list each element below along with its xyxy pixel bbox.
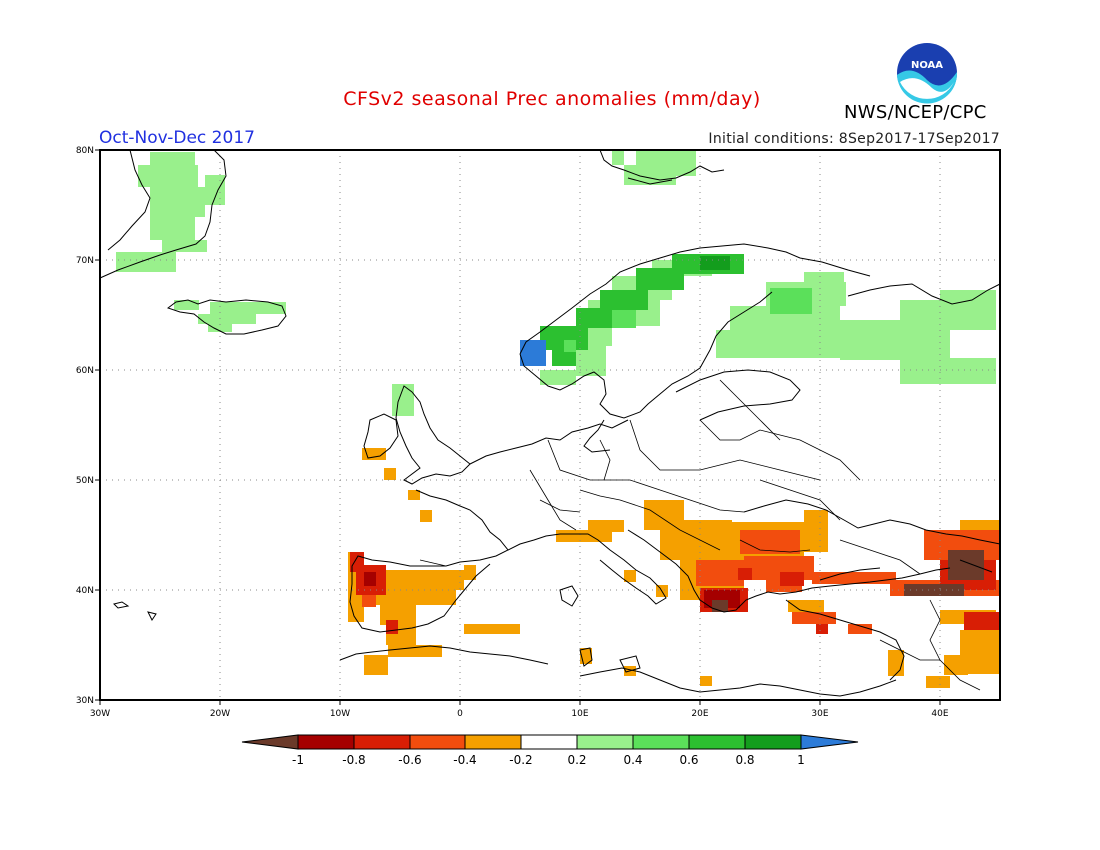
lon-label-0: 0 (457, 709, 463, 719)
colorbar-label: -0.8 (342, 753, 365, 767)
anomaly-greenland (116, 152, 225, 272)
lon-label-20w: 20W (210, 709, 230, 719)
colorbar-bin (353, 734, 411, 750)
anomaly-shading (116, 150, 1000, 688)
colorbar-label: -0.4 (453, 753, 476, 767)
colorbar-label: -1 (292, 753, 304, 767)
lon-label-10e: 10E (571, 709, 588, 719)
colorbar-bin (744, 734, 802, 750)
colorbar-bin (576, 734, 634, 750)
anomaly-svalbard (612, 150, 696, 185)
lon-label-30w: 30W (90, 709, 110, 719)
colorbar-label: -0.6 (398, 753, 421, 767)
map-frame (99, 149, 1001, 701)
colorbar-bin (464, 734, 522, 750)
colorbar-bin (688, 734, 746, 750)
svg-text:NOAA: NOAA (911, 60, 943, 71)
lon-labels: 30W 20W 10W 0 10E 20E 30E 40E (90, 709, 949, 719)
anomaly-iberia (348, 448, 520, 675)
colorbar-bin (520, 734, 578, 750)
lat-label-40n: 40N (76, 586, 94, 596)
colorbar-high-arrow (800, 734, 859, 750)
anomaly-nw-russia (716, 272, 996, 384)
axis-ticks (95, 149, 941, 705)
noaa-logo-icon: NOAA (897, 43, 958, 104)
anomaly-iceland (174, 300, 286, 332)
lon-label-30e: 30E (811, 709, 828, 719)
map-title: CFSv2 seasonal Prec anomalies (mm/day) (343, 88, 761, 110)
colorbar-label: 1 (797, 753, 805, 767)
anomaly-scandinavia (520, 254, 744, 385)
colorbar-bin (297, 734, 355, 750)
colorbar-label: 0.8 (735, 753, 754, 767)
colorbar-label: -0.2 (509, 753, 532, 767)
colorbar-label: 0.4 (623, 753, 642, 767)
colorbar: -1 -0.8 -0.6 -0.4 -0.2 0.2 0.4 0.6 0.8 1 (241, 734, 859, 767)
lat-label-60n: 60N (76, 366, 94, 376)
lat-label-70n: 70N (76, 256, 94, 266)
anomaly-balkans (556, 500, 828, 612)
colorbar-label: 0.6 (679, 753, 698, 767)
colorbar-low-arrow (241, 734, 299, 750)
country-borders (419, 379, 981, 691)
lon-label-20e: 20E (691, 709, 708, 719)
colorbar-bin (409, 734, 466, 750)
lat-label-80n: 80N (76, 146, 94, 156)
colorbar-label: 0.2 (567, 753, 586, 767)
lon-label-10w: 10W (330, 709, 350, 719)
lat-label-30n: 30N (76, 696, 94, 706)
coastlines (99, 149, 1001, 697)
forecast-period: Oct-Nov-Dec 2017 (99, 128, 255, 148)
graticule (100, 150, 1000, 700)
lat-labels: 30N 40N 50N 60N 70N 80N (76, 146, 94, 706)
lon-label-40e: 40E (931, 709, 948, 719)
lat-label-50n: 50N (76, 476, 94, 486)
initial-conditions: Initial conditions: 8Sep2017-17Sep2017 (708, 131, 1000, 147)
agency-label: NWS/NCEP/CPC (844, 102, 987, 123)
colorbar-bin (632, 734, 690, 750)
